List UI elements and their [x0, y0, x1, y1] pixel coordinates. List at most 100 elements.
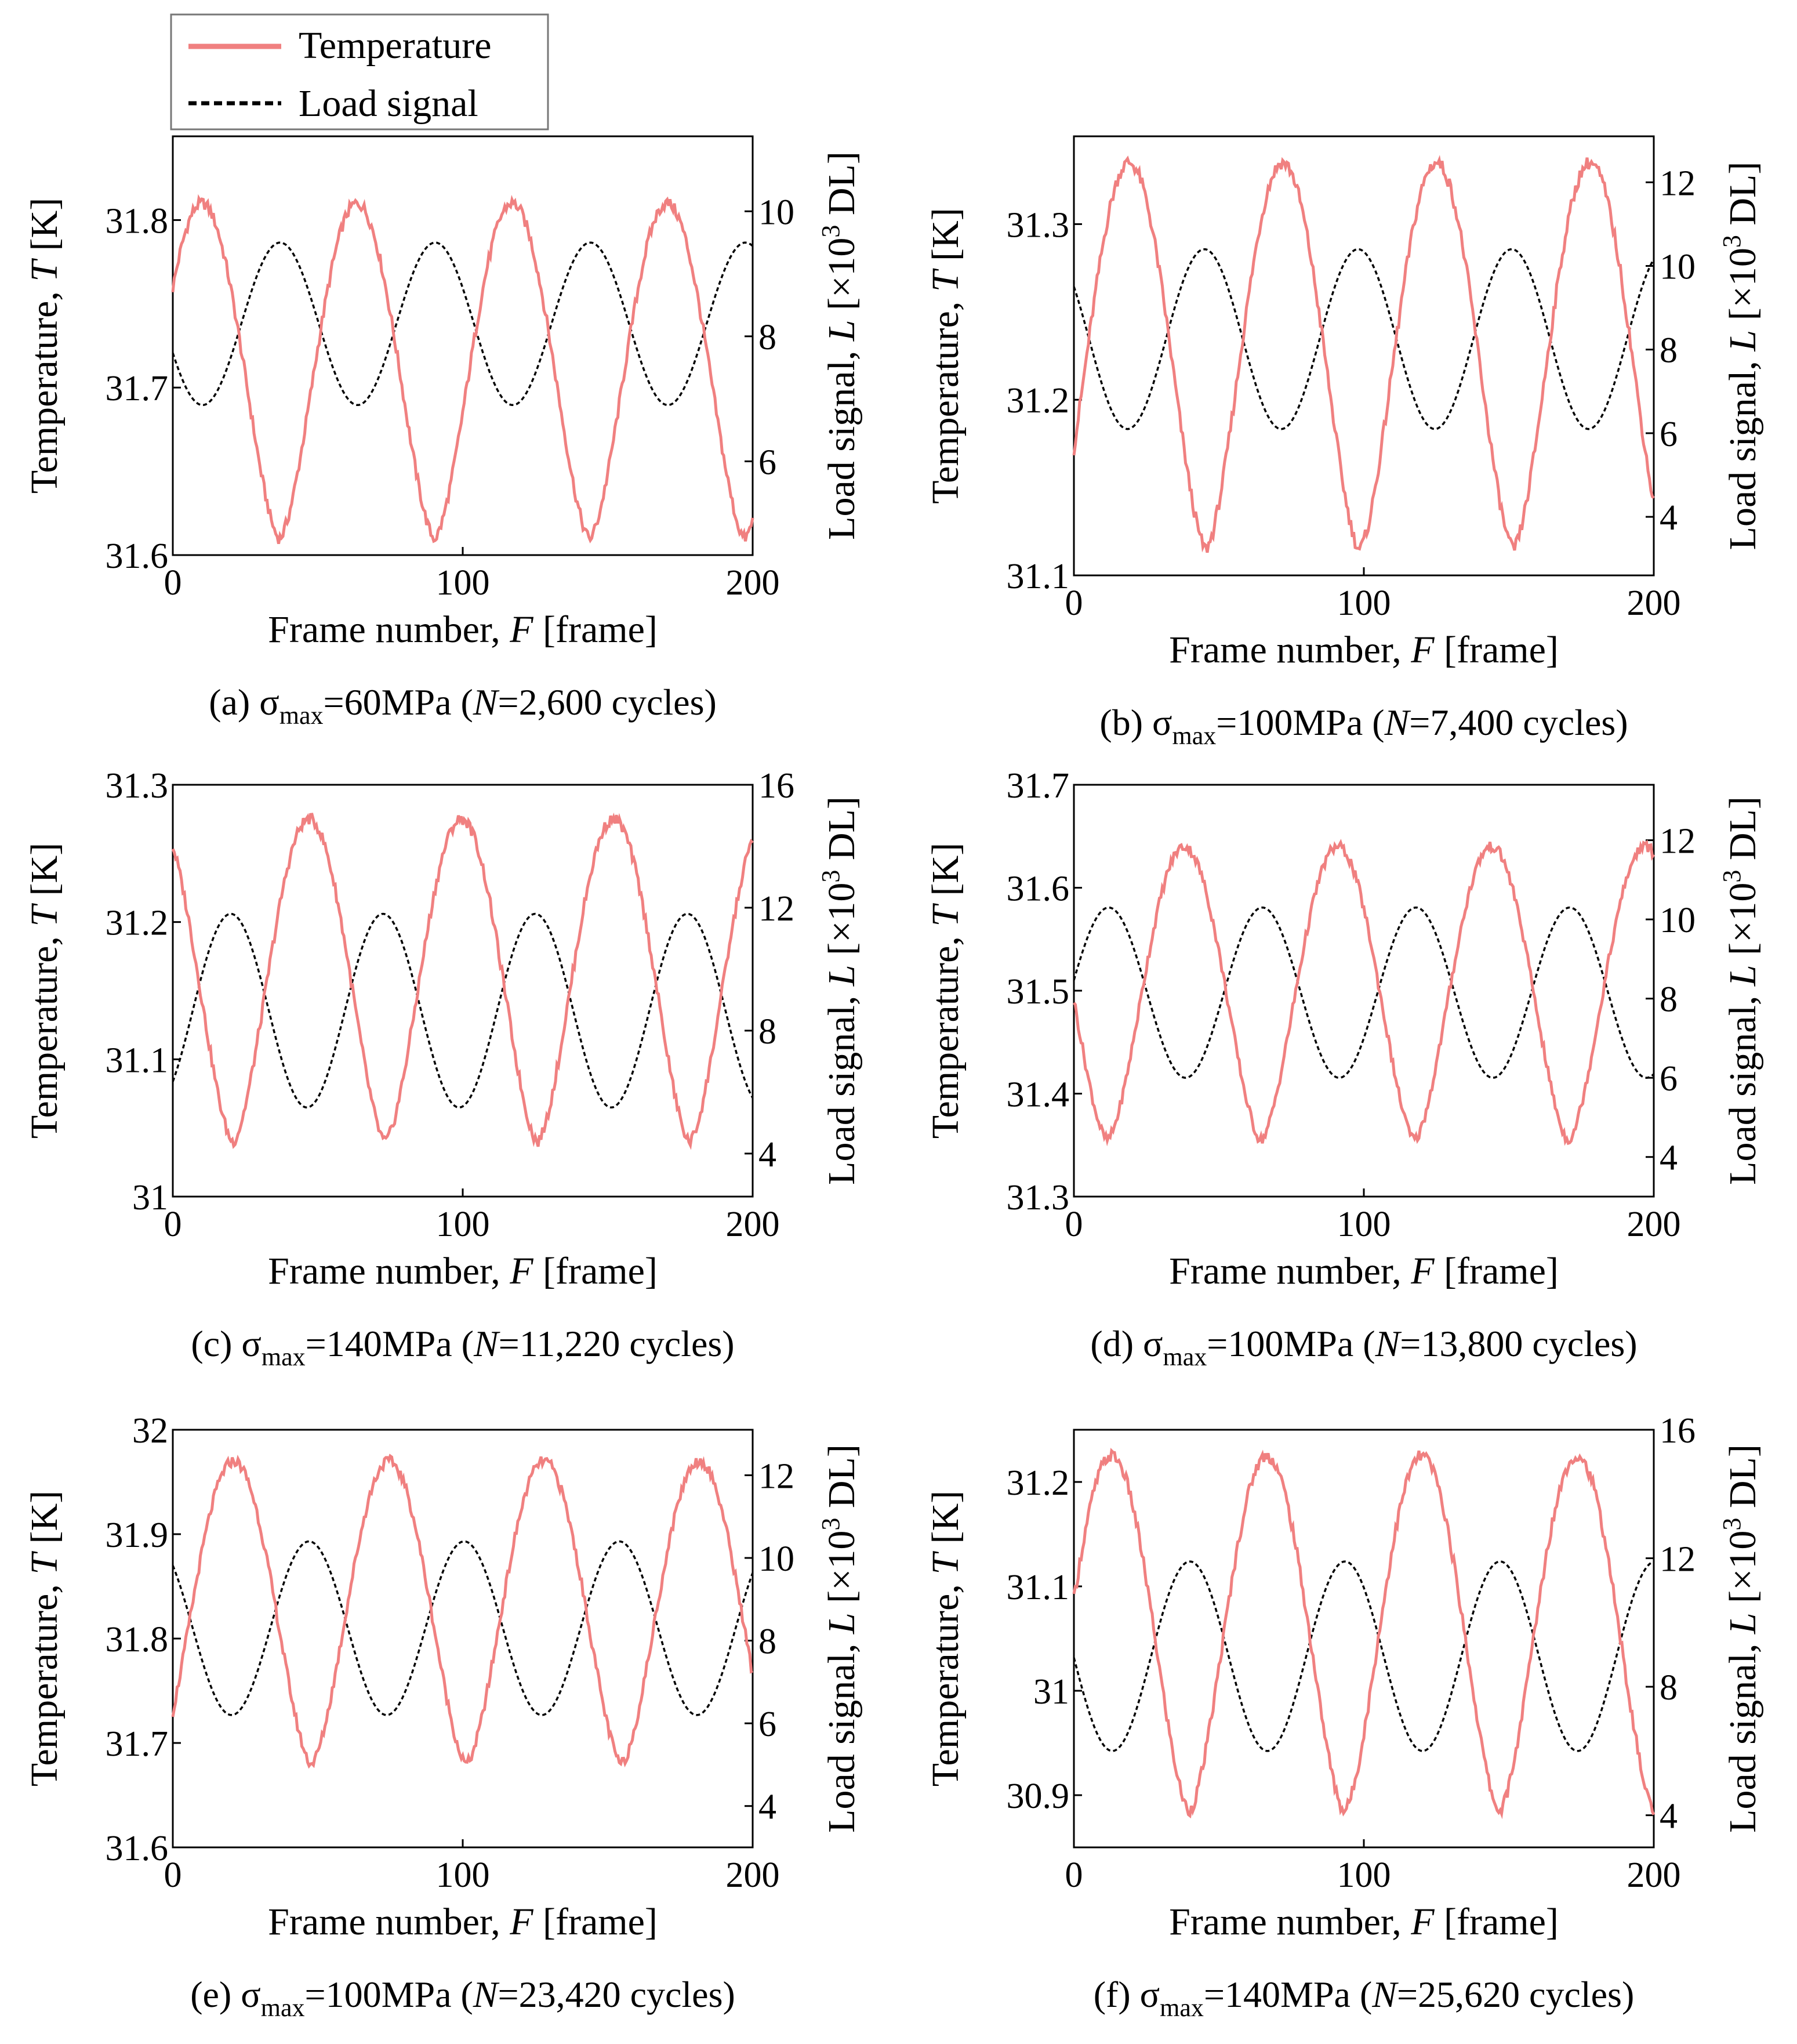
y-left-axis-label: Temperature, T [K] — [23, 198, 66, 494]
panel-caption: (c) σmax=140MPa (N=11,220 cycles) — [191, 1323, 734, 1371]
y-left-tick-label: 31.1 — [106, 1041, 169, 1080]
legend: Temperature Load signal — [170, 13, 549, 131]
y-right-tick-label: 10 — [758, 1539, 794, 1579]
y-left-tick-label: 31.1 — [1007, 557, 1070, 596]
y-right-tick-label: 10 — [1660, 901, 1696, 940]
y-right-tick-label: 16 — [1660, 1411, 1696, 1451]
x-axis-label: Frame number, F [frame] — [1169, 1901, 1559, 1943]
y-right-axis-label: Load signal, L [×103 DL] — [1718, 162, 1764, 550]
x-tick-label: 100 — [1337, 1855, 1391, 1895]
y-left-axis-label: Temperature, T [K] — [23, 843, 66, 1139]
x-tick-label: 100 — [1337, 584, 1391, 623]
x-tick-label: 100 — [436, 1205, 490, 1244]
y-left-tick-label: 31.7 — [106, 1724, 169, 1764]
legend-load-label: Load signal — [299, 82, 478, 125]
x-axis-label: Frame number, F [frame] — [1169, 1250, 1559, 1292]
y-left-tick-label: 31.6 — [1007, 869, 1070, 909]
panel-caption: (f) σmax=140MPa (N=25,620 cycles) — [1094, 1974, 1635, 2022]
y-right-tick-label: 4 — [1660, 1139, 1678, 1178]
x-tick-label: 100 — [436, 563, 490, 603]
y-right-tick-label: 12 — [1660, 822, 1696, 861]
y-right-tick-label: 8 — [758, 1622, 776, 1662]
x-tick-label: 100 — [1337, 1205, 1391, 1244]
y-right-tick-label: 12 — [1660, 164, 1696, 203]
load-signal-line — [172, 912, 754, 1109]
y-left-tick-label: 31.2 — [1007, 1463, 1070, 1503]
panel-caption: (e) σmax=100MPa (N=23,420 cycles) — [190, 1974, 735, 2022]
y-left-tick-label: 31.7 — [106, 369, 169, 408]
y-right-tick-label: 12 — [758, 889, 794, 929]
y-right-tick-label: 8 — [1660, 1668, 1678, 1708]
load-signal-line — [172, 241, 754, 407]
x-tick-label: 0 — [164, 563, 182, 603]
y-right-tick-label: 4 — [1660, 498, 1678, 538]
load-signal-line — [1073, 906, 1655, 1079]
y-right-axis-label: Load signal, L [×103 DL] — [816, 1444, 863, 1833]
panel-c: 0 100 200 31 31.1 31.2 31.3 4 8 12 16 Frame number,… — [23, 766, 863, 1371]
y-right-tick-label: 8 — [1660, 331, 1678, 371]
temperature-line — [1073, 839, 1656, 1147]
panel-f: 0 100 200 30.9 31 31.1 31.2 4 8 12 16 Frame number,… — [924, 1411, 1764, 2022]
load-signal-line — [172, 1540, 754, 1716]
y-left-tick-label: 31.6 — [106, 537, 169, 576]
x-tick-label: 200 — [1627, 1855, 1681, 1895]
y-right-tick-label: 6 — [1660, 1059, 1678, 1099]
y-right-tick-label: 4 — [758, 1788, 776, 1827]
x-axis-label: Frame number, F [frame] — [268, 1250, 658, 1292]
y-left-tick-label: 31.2 — [1007, 381, 1070, 421]
y-left-axis-label: Temperature, T [K] — [23, 1491, 66, 1786]
x-tick-label: 0 — [1065, 1205, 1083, 1244]
y-left-axis-label: Temperature, T [K] — [924, 1491, 967, 1786]
x-tick-label: 200 — [726, 1855, 780, 1895]
panel-e: 0 100 200 31.6 31.7 31.8 31.9 32 4 6 8 10 12 Frame nu… — [23, 1411, 863, 2022]
panel-d: 0 100 200 31.3 31.4 31.5 31.6 31.7 4 6 8 10 12 Frame … — [924, 766, 1764, 1371]
y-right-tick-label: 6 — [758, 443, 776, 482]
y-right-axis-label: Load signal, L [×103 DL] — [816, 151, 863, 540]
y-right-tick-label: 8 — [1660, 980, 1678, 1020]
plot-frame — [1073, 784, 1655, 1198]
panel-b: 0 100 200 31.1 31.2 31.3 4 6 8 10 12 Frame number, … — [924, 135, 1764, 750]
plot-frame — [1073, 1429, 1655, 1849]
y-left-axis-label: Temperature, T [K] — [924, 843, 967, 1139]
y-right-axis-label: Load signal, L [×103 DL] — [1718, 1444, 1764, 1833]
y-left-tick-label: 31.7 — [1007, 766, 1070, 806]
x-tick-label: 0 — [164, 1855, 182, 1895]
y-left-tick-label: 31.1 — [1007, 1568, 1070, 1607]
y-right-axis-label: Load signal, L [×103 DL] — [816, 796, 863, 1185]
x-tick-label: 200 — [1627, 584, 1681, 623]
x-tick-label: 0 — [164, 1205, 182, 1244]
y-left-tick-label: 31.3 — [1007, 1178, 1070, 1217]
y-right-tick-label: 8 — [758, 1012, 776, 1052]
y-left-tick-label: 31.2 — [106, 904, 169, 943]
y-left-tick-label: 31.8 — [106, 1620, 169, 1659]
temperature-line — [1072, 155, 1655, 553]
x-axis-label: Frame number, F [frame] — [1169, 629, 1559, 671]
y-right-tick-label: 4 — [758, 1135, 776, 1175]
y-right-tick-label: 10 — [758, 193, 794, 232]
legend-box — [170, 13, 549, 131]
panel-caption: (b) σmax=100MPa (N=7,400 cycles) — [1099, 702, 1628, 750]
x-tick-label: 0 — [1065, 1855, 1083, 1895]
x-axis-label: Frame number, F [frame] — [268, 1901, 658, 1943]
panel-caption: (a) σmax=60MPa (N=2,600 cycles) — [209, 682, 717, 730]
x-tick-label: 200 — [726, 1205, 780, 1244]
y-right-tick-label: 12 — [1660, 1540, 1696, 1579]
legend-temperature-label: Temperature — [299, 24, 492, 67]
y-right-tick-label: 6 — [758, 1705, 776, 1744]
y-left-tick-label: 32 — [132, 1411, 168, 1451]
y-right-tick-label: 8 — [758, 318, 776, 357]
y-left-tick-label: 31 — [1033, 1672, 1069, 1712]
temperature-line — [1072, 1448, 1656, 1820]
plot-frame — [172, 784, 754, 1198]
y-right-axis-label: Load signal, L [×103 DL] — [1718, 796, 1764, 1185]
y-right-tick-label: 4 — [1660, 1797, 1678, 1836]
y-left-tick-label: 31 — [132, 1178, 168, 1217]
x-tick-label: 100 — [436, 1855, 490, 1895]
x-tick-label: 200 — [726, 563, 780, 603]
y-left-tick-label: 31.6 — [106, 1829, 169, 1868]
y-right-tick-label: 12 — [758, 1456, 794, 1496]
plot-frame — [172, 1429, 754, 1849]
panel-a: 0 100 200 31.6 31.7 31.8 6 8 10 Frame number, F [… — [23, 135, 863, 730]
